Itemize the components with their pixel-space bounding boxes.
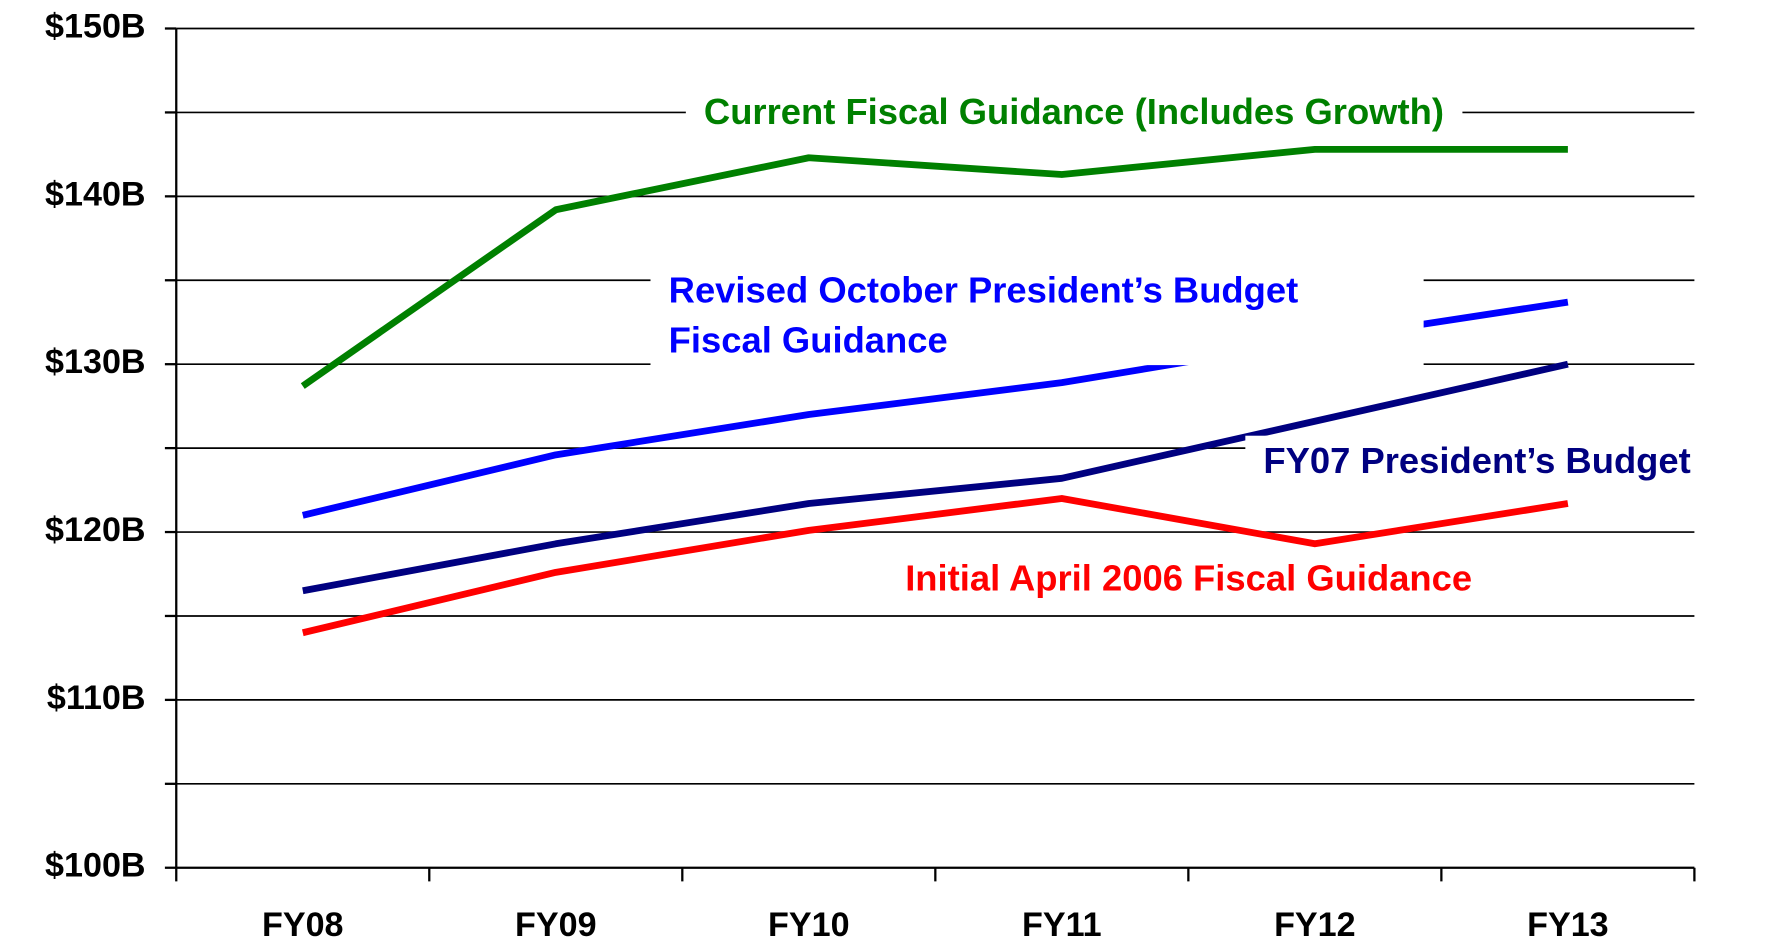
- x-tick-label: FY13: [1527, 906, 1609, 944]
- series-label: FY07 President’s Budget: [1245, 435, 1709, 486]
- y-tick-label: $100B: [45, 847, 146, 885]
- series-label-box: Current Fiscal Guidance (Includes Growth…: [685, 86, 1463, 137]
- series-line: [301, 495, 1569, 637]
- x-tick-label: FY10: [768, 906, 850, 944]
- x-tick-label: FY12: [1274, 906, 1356, 944]
- series-label-box: Initial April 2006 Fiscal Guidance: [887, 552, 1491, 603]
- series-label: Current Fiscal Guidance (Includes Growth…: [685, 86, 1463, 137]
- y-tick-label: $110B: [47, 679, 146, 717]
- x-tick-label: FY08: [262, 906, 344, 944]
- y-tick-label: $140B: [45, 175, 146, 213]
- series-label: Initial April 2006 Fiscal Guidance: [887, 552, 1491, 603]
- series-label-box: FY07 President’s Budget: [1245, 435, 1709, 486]
- y-tick-label: $130B: [45, 343, 146, 381]
- x-tick-label: FY09: [515, 906, 597, 944]
- y-tick-label: $120B: [45, 511, 146, 549]
- series-line: [300, 145, 1568, 389]
- series-label: Revised October President’s Budget Fisca…: [650, 265, 1424, 366]
- series-label-box: Revised October President’s Budget Fisca…: [650, 265, 1424, 366]
- x-tick-label: FY11: [1022, 906, 1102, 944]
- y-tick-label: $150B: [45, 8, 146, 46]
- series-line: [302, 360, 1569, 595]
